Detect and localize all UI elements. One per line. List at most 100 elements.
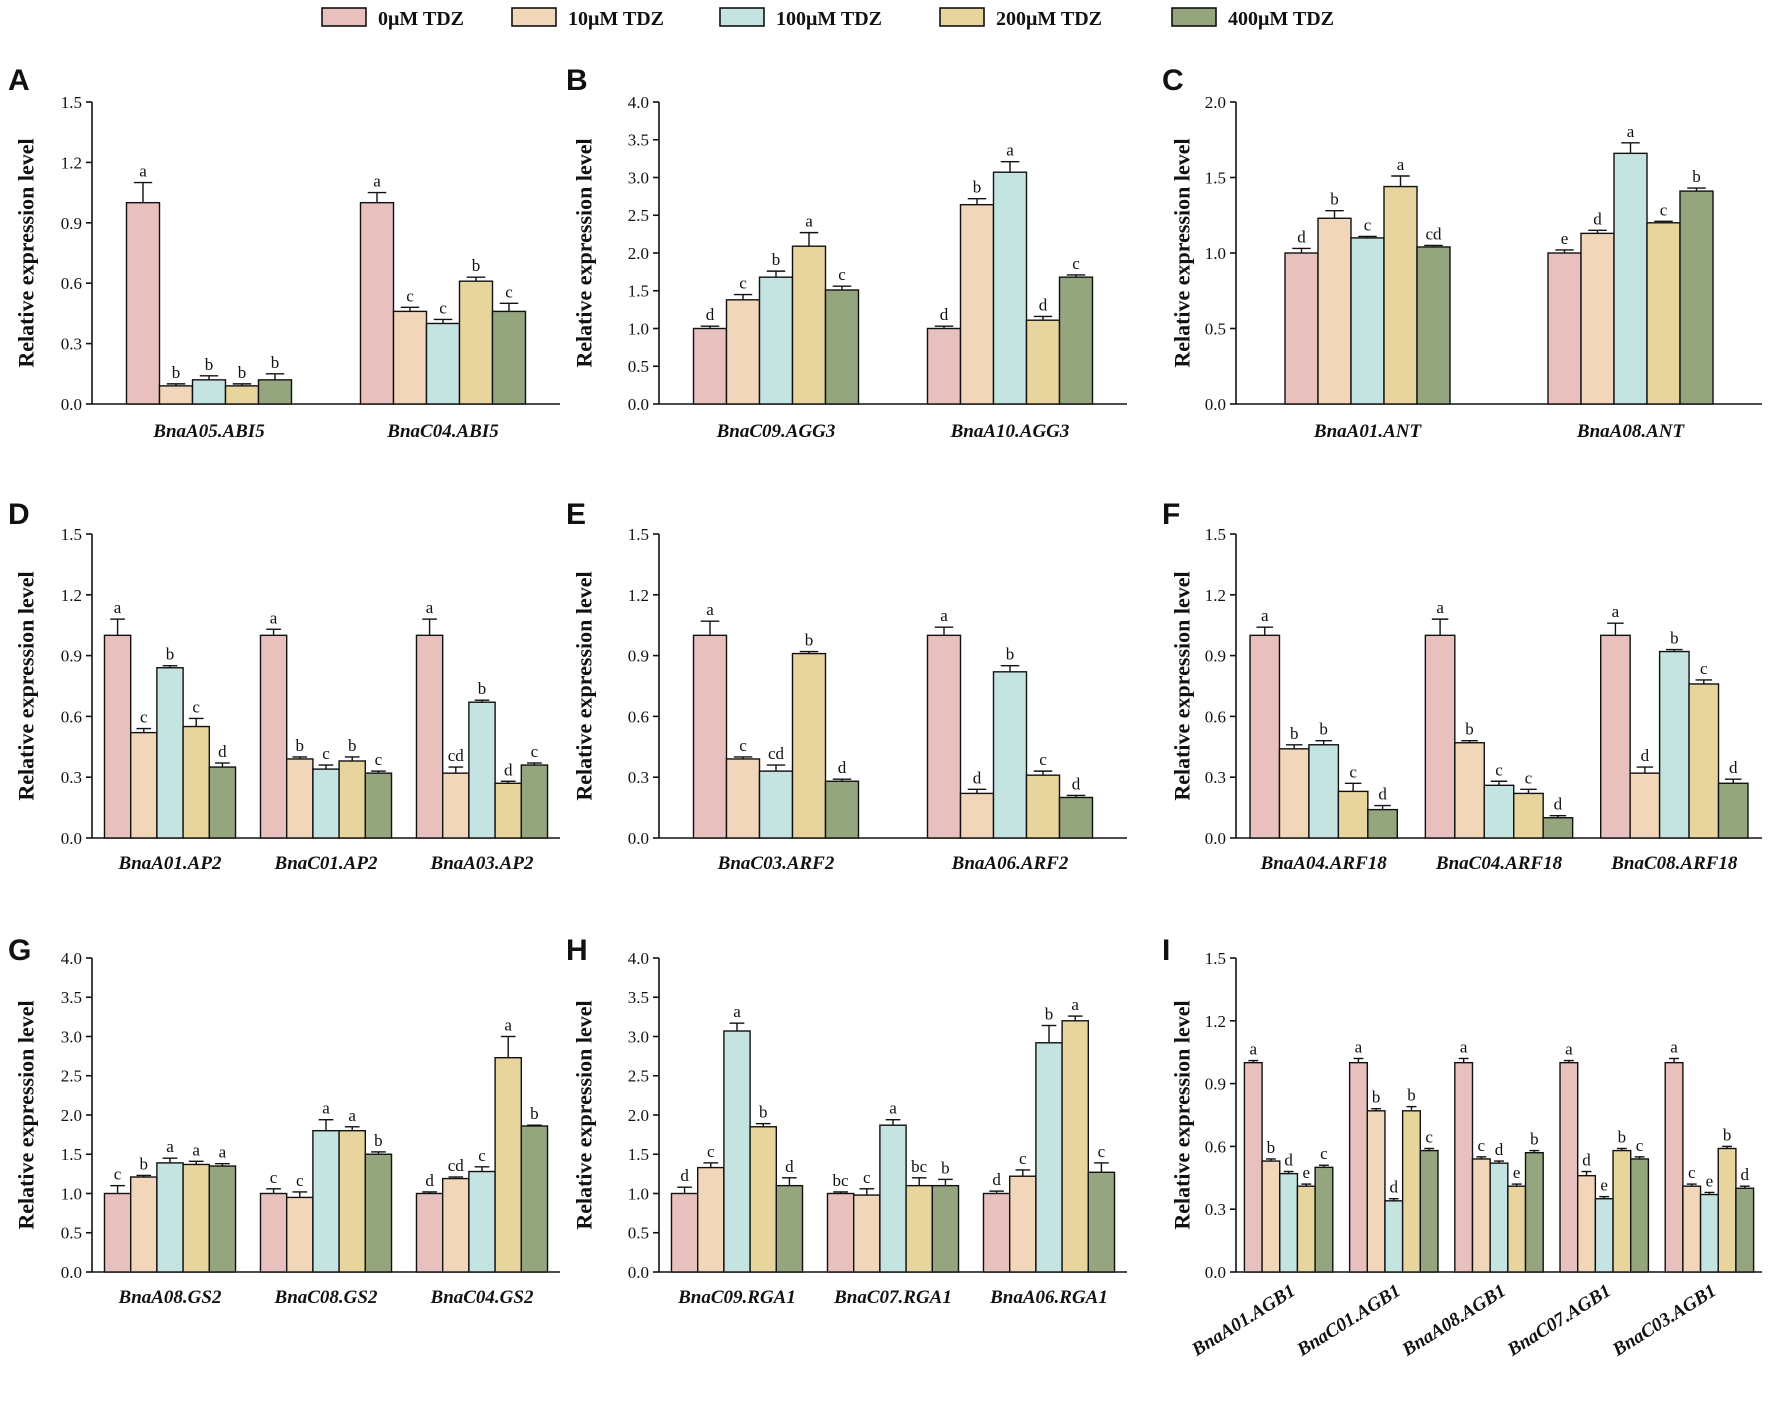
bar [1087,1171,1116,1273]
panel-letter: D [8,498,30,531]
y-tick-label: 0.5 [628,1224,649,1243]
significance-label: a [192,1140,200,1159]
bar [520,764,549,839]
y-axis-label: Relative expression level [1170,138,1195,367]
bar [791,245,827,405]
legend-label: 100μM TDZ [776,8,882,30]
bar [494,782,523,839]
bar [1664,1061,1684,1273]
bar [125,201,161,405]
significance-label: e [1706,1171,1714,1190]
bar [103,1192,132,1273]
y-tick-label: 1.5 [628,282,649,301]
legend-label: 10μM TDZ [568,8,664,30]
bar [494,1056,523,1273]
significance-label: c [375,750,383,769]
y-axis-label: Relative expression level [14,138,39,367]
bar [1314,1166,1334,1273]
significance-label: c [531,742,539,761]
bar [156,1162,184,1273]
legend-swatch [511,7,557,27]
panel-B: B Relative expression level 0.0 0.5 1.0 1.5 2.… [566,64,1127,442]
y-tick-label: 0.6 [61,274,82,293]
bar [364,772,393,839]
significance-label: b [348,736,357,755]
panel-letter: A [8,64,30,97]
bar [1489,1162,1509,1273]
bar [1419,1149,1439,1273]
bar [1483,784,1515,839]
significance-label: c [192,697,200,716]
significance-label: c [1700,659,1708,678]
y-tick-label: 0.5 [1205,319,1226,338]
bar [468,1170,496,1273]
bar [1454,1061,1474,1273]
significance-label: bc [911,1157,928,1176]
significance-label: e [1600,1176,1608,1195]
significance-label: b [772,250,781,269]
significance-label: b [1372,1088,1381,1107]
significance-label: bc [833,1171,850,1190]
significance-label: d [504,760,513,779]
significance-label: c [707,1142,715,1161]
significance-label: a [940,606,948,625]
bar [520,1125,549,1273]
y-tick-label: 1.5 [1205,168,1226,187]
significance-label: cd [448,1156,465,1175]
panel-letter: I [1162,934,1170,967]
y-axis-label: Relative expression level [14,571,39,800]
bar [1547,252,1582,405]
significance-label: d [1390,1178,1399,1197]
bar [905,1184,934,1273]
significance-label: b [1045,1005,1054,1024]
bar [824,780,860,839]
legend-item: 400μM TDZ [1171,7,1334,30]
category-label: BnaC04.GS2 [430,1287,534,1308]
significance-label: b [530,1104,539,1123]
category-label: BnaC03.ARF2 [717,853,835,874]
panel-F: F Relative expression level 0.0 0.3 0.6 0.9 1.… [1162,498,1762,874]
significance-label: c [439,298,447,317]
significance-label: a [889,1099,897,1118]
significance-label: d [425,1171,434,1190]
significance-label: b [1290,724,1299,743]
bar [791,652,827,839]
bar [1576,1175,1597,1273]
legend-swatch [1171,7,1217,27]
significance-label: a [348,1106,356,1125]
significance-label: d [1554,795,1563,814]
bar [1735,1187,1755,1273]
bar [696,1166,725,1273]
bar [1035,1042,1063,1273]
bar [257,379,293,405]
bar [1599,634,1631,839]
bar [692,327,728,405]
bar [926,327,962,405]
bar [1025,774,1061,839]
significance-label: b [941,1158,950,1177]
bar [670,1192,699,1273]
y-tick-label: 1.5 [61,525,82,544]
significance-label: a [1627,122,1635,141]
bar [1350,237,1385,405]
panel-E: E Relative expression level 0.0 0.3 0.6 0.9 1.… [566,498,1127,874]
category-label: BnaC07.AGB1 [1503,1280,1615,1361]
significance-label: d [785,1157,794,1176]
bar [103,634,132,839]
category-label: BnaC07.RGA1 [833,1287,952,1308]
bar [1580,232,1615,405]
significance-label: a [426,598,434,617]
bar [458,280,494,405]
y-tick-label: 0.3 [1205,1200,1226,1219]
significance-label: c [739,274,747,293]
panel-H: H Relative expression level 0.0 0.5 1.0 1.5 2.… [566,934,1127,1308]
significance-label: b [478,679,487,698]
significance-label: d [1072,774,1081,793]
bar [158,385,194,405]
significance-label: a [270,608,278,627]
bar [723,1030,751,1273]
significance-label: a [1670,1037,1678,1056]
significance-label: a [1261,606,1269,625]
y-tick-label: 1.2 [628,586,649,605]
y-tick-label: 3.5 [628,131,649,150]
